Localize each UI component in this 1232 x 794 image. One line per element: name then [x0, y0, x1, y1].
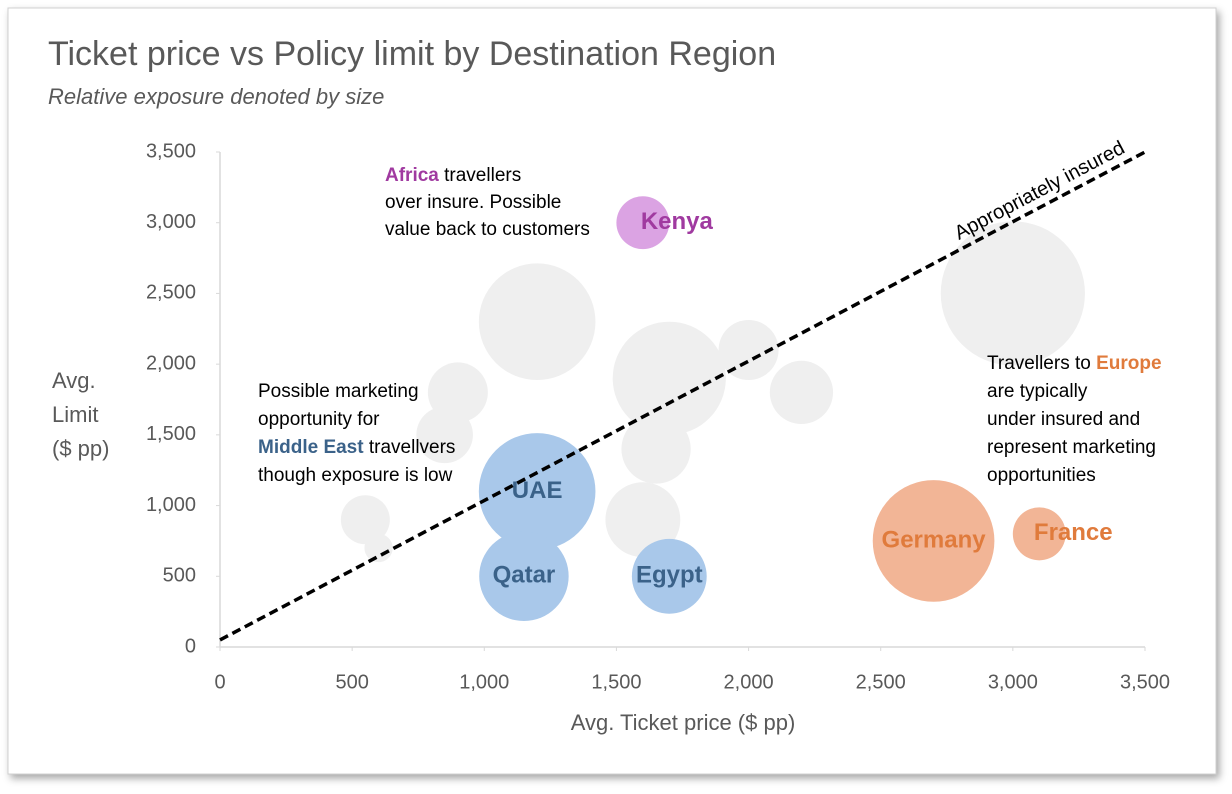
bubble: [621, 414, 691, 484]
bubble: [340, 495, 390, 545]
annotation: Possible marketing: [258, 381, 419, 402]
bubble: [940, 221, 1085, 366]
x-tick-label: 0: [214, 671, 225, 693]
bubble-label: Egypt: [636, 562, 703, 589]
y-tick-label: 0: [185, 635, 196, 657]
x-tick-label: 3,500: [1120, 671, 1170, 693]
bubble: [769, 360, 834, 425]
x-tick-label: 3,000: [988, 671, 1038, 693]
annotation: over insure. Possible: [385, 192, 561, 213]
reference-line: [219, 150, 1146, 642]
annotation: Africa travellers: [385, 165, 521, 186]
bubble-label: Germany: [882, 526, 987, 553]
bubble-label: Kenya: [641, 208, 714, 235]
annotation: are typically: [987, 381, 1088, 402]
annotation-text: Middle East: [258, 437, 364, 458]
annotation-text: Africa: [385, 165, 439, 186]
bubble: [478, 433, 596, 550]
annotation-text: are typically: [987, 381, 1088, 402]
annotation-text: Travellers to: [987, 353, 1096, 374]
annotation: represent marketing: [987, 437, 1156, 458]
annotation-text: represent marketing: [987, 437, 1156, 458]
annotation-text: over insure. Possible: [385, 192, 561, 213]
x-tick-label: 1,000: [459, 671, 509, 693]
annotation: Travellers to Europe: [987, 353, 1162, 374]
x-tick-label: 500: [335, 671, 368, 693]
y-tick-label: 1,000: [146, 494, 196, 516]
bubble: [478, 263, 596, 381]
bubble: [416, 406, 473, 464]
chart-title: Ticket price vs Policy limit by Destinat…: [48, 35, 776, 73]
annotation-text: value back to customers: [385, 219, 590, 240]
bubble: [718, 320, 779, 380]
bubble-label: France: [1034, 519, 1113, 546]
annotation-text: opportunity for: [258, 409, 380, 430]
bubble: [631, 538, 707, 614]
annotation-text: travellers: [439, 165, 521, 186]
y-axis-title: Avg.: [52, 368, 96, 393]
y-axis-title: ($ pp): [52, 436, 109, 461]
annotation: value back to customers: [385, 219, 590, 240]
annotation: opportunities: [987, 465, 1096, 486]
annotation-text: Europe: [1096, 353, 1161, 374]
y-tick-label: 1,500: [146, 423, 196, 445]
y-tick-label: 2,000: [146, 352, 196, 374]
annotation-text: travellvers: [364, 437, 456, 458]
y-tick-label: 3,000: [146, 211, 196, 233]
annotation: opportunity for: [258, 409, 380, 430]
bubble: [364, 533, 393, 563]
bubble: [1012, 507, 1066, 561]
annotation-text: though exposure is low: [258, 465, 453, 486]
x-tick-label: 2,500: [856, 671, 906, 693]
x-tick-label: 2,000: [724, 671, 774, 693]
annotation-text: Possible marketing: [258, 381, 419, 402]
y-tick-label: 3,500: [146, 140, 196, 162]
annotation: Middle East travellvers: [258, 437, 455, 458]
bubble: [605, 482, 681, 558]
y-axis-title: Limit: [52, 402, 98, 427]
annotation: under insured and: [987, 409, 1140, 430]
annotation: though exposure is low: [258, 465, 453, 486]
bubble: [616, 196, 670, 250]
bubble: [612, 321, 726, 435]
y-tick-label: 2,500: [146, 282, 196, 304]
bubble: [872, 480, 995, 602]
x-tick-label: 1,500: [591, 671, 641, 693]
chart-subtitle: Relative exposure denoted by size: [48, 84, 384, 109]
bubble: [479, 531, 569, 622]
y-tick-label: 500: [163, 565, 196, 587]
x-axis-title: Avg. Ticket price ($ pp): [571, 710, 796, 735]
bubble-label: Qatar: [493, 562, 556, 589]
annotation-text: under insured and: [987, 409, 1140, 430]
annotation-text: opportunities: [987, 465, 1096, 486]
